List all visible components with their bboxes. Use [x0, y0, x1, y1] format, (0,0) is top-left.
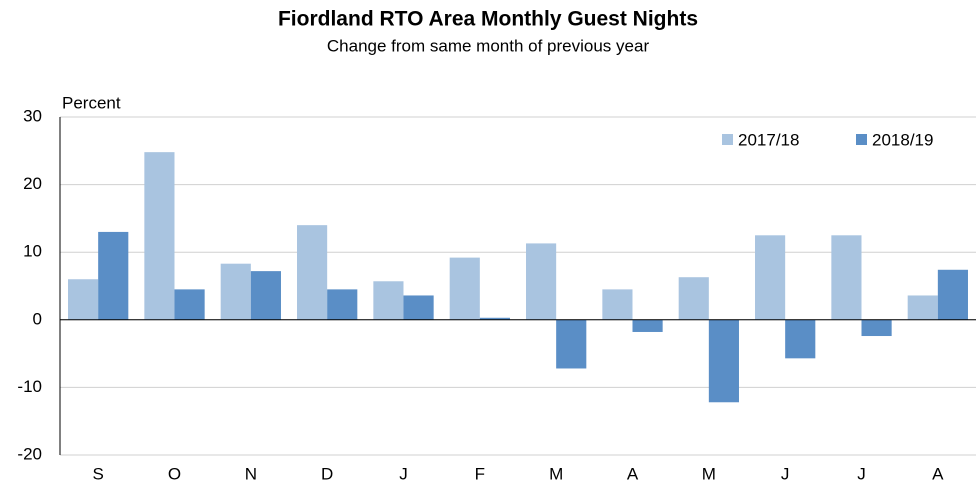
- bar: [556, 319, 587, 369]
- x-tick-label: N: [245, 464, 257, 483]
- bar: [785, 319, 816, 359]
- y-tick-label: 10: [23, 242, 42, 261]
- y-tick-label: 0: [33, 309, 42, 328]
- x-tick-label: J: [781, 464, 790, 483]
- bar: [526, 243, 557, 320]
- bar: [678, 277, 709, 320]
- bar: [403, 295, 434, 320]
- bar: [373, 281, 404, 320]
- bar: [327, 289, 358, 320]
- bar: [479, 317, 510, 320]
- y-axis-label: Percent: [62, 93, 121, 112]
- x-tick-label: F: [475, 464, 485, 483]
- x-tick-label: M: [549, 464, 563, 483]
- y-tick-label: -20: [17, 444, 42, 463]
- legend-swatch: [856, 134, 867, 145]
- x-tick-label: S: [92, 464, 103, 483]
- bar: [937, 269, 968, 320]
- chart-subtitle: Change from same month of previous year: [327, 36, 650, 55]
- bar: [297, 225, 328, 320]
- x-tick-label: A: [627, 464, 639, 483]
- x-tick-label: O: [168, 464, 181, 483]
- bar: [708, 319, 739, 403]
- x-tick-label: A: [932, 464, 944, 483]
- bar: [68, 279, 99, 320]
- bar: [220, 263, 251, 320]
- bar: [449, 257, 480, 320]
- bar: [755, 235, 786, 320]
- legend-swatch: [722, 134, 733, 145]
- x-tick-label: J: [399, 464, 408, 483]
- bar: [144, 152, 175, 320]
- bar: [831, 235, 862, 320]
- bar: [98, 231, 129, 320]
- x-tick-label: D: [321, 464, 333, 483]
- chart-title: Fiordland RTO Area Monthly Guest Nights: [278, 8, 698, 31]
- bar: [174, 289, 205, 320]
- x-tick-label: M: [702, 464, 716, 483]
- bar: [602, 289, 633, 320]
- bar: [250, 271, 281, 320]
- bar: [907, 295, 938, 320]
- y-tick-label: 20: [23, 174, 42, 193]
- y-tick-label: -10: [17, 377, 42, 396]
- legend-label: 2018/19: [872, 130, 933, 149]
- bar: [861, 319, 892, 337]
- y-tick-label: 30: [23, 106, 42, 125]
- x-tick-label: J: [857, 464, 866, 483]
- legend-label: 2017/18: [738, 130, 799, 149]
- bar: [632, 319, 663, 332]
